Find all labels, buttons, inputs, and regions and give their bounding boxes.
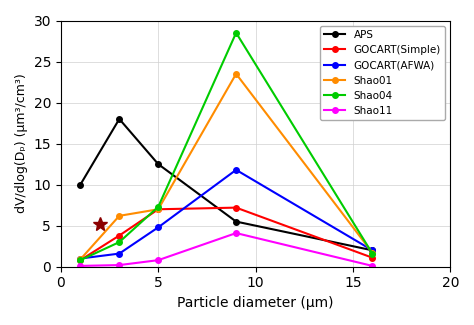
Line: GOCART(AFWA): GOCART(AFWA) [78,167,375,261]
Shao11 [370,264,375,268]
Legend: APS, GOCART(Simple), GOCART(AFWA), Shao01, Shao04, Shao11: APS, GOCART(Simple), GOCART(AFWA), Shao0… [320,26,445,120]
APS [155,162,161,166]
Y-axis label: dV/dlog(Dₚ) (μm³/cm³): dV/dlog(Dₚ) (μm³/cm³) [15,74,28,214]
Shao04 [233,31,239,35]
Shao04 [155,205,161,209]
Shao11 [155,258,161,262]
GOCART(Simple) [233,206,239,210]
Shao11 [117,263,122,267]
Line: APS: APS [78,116,375,253]
Shao04 [117,240,122,244]
GOCART(Simple) [155,207,161,211]
Shao11 [78,264,83,268]
Shao11 [233,231,239,235]
Shao04 [78,258,83,262]
Shao01 [233,72,239,76]
Line: Shao01: Shao01 [78,71,375,262]
GOCART(AFWA) [117,252,122,255]
Shao01 [117,214,122,218]
GOCART(AFWA) [155,225,161,229]
GOCART(AFWA) [233,168,239,172]
Line: Shao04: Shao04 [78,30,375,263]
Shao01 [78,257,83,261]
APS [78,183,83,187]
Line: Shao11: Shao11 [78,230,375,269]
Shao01 [155,207,161,211]
Shao04 [370,252,375,255]
GOCART(AFWA) [78,256,83,260]
GOCART(Simple) [117,234,122,238]
GOCART(AFWA) [370,248,375,252]
Line: GOCART(Simple): GOCART(Simple) [78,205,375,263]
X-axis label: Particle diameter (μm): Particle diameter (μm) [177,296,334,310]
GOCART(Simple) [78,258,83,262]
APS [233,220,239,224]
APS [370,248,375,252]
Shao01 [370,251,375,255]
GOCART(Simple) [370,256,375,260]
APS [117,117,122,121]
